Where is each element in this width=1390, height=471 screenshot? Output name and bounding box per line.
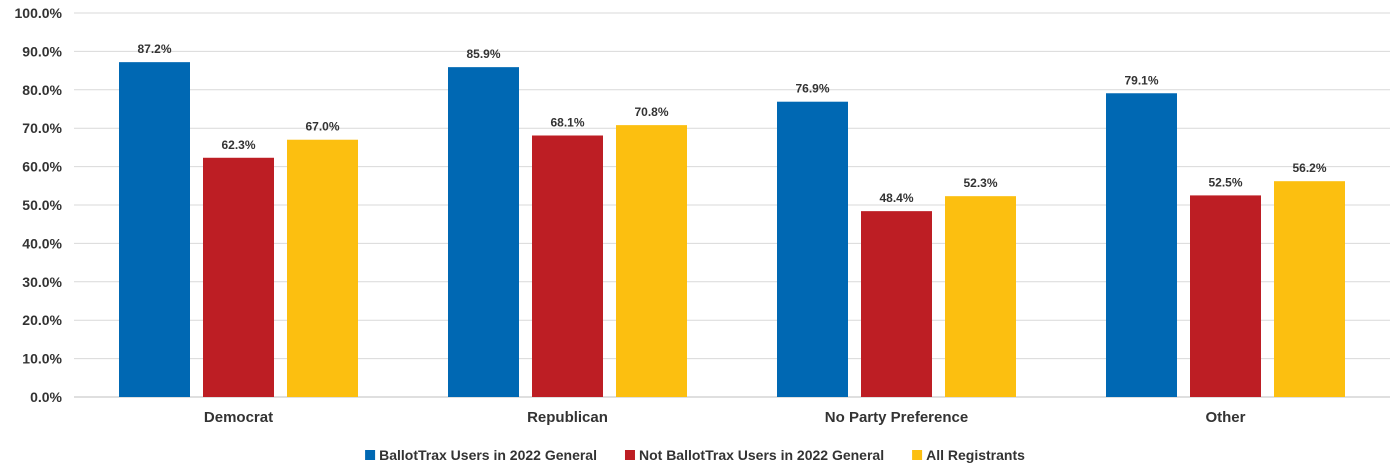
bar [1274, 181, 1345, 397]
legend-swatch [365, 450, 376, 460]
y-tick-label: 90.0% [22, 43, 62, 59]
data-label: 70.8% [634, 105, 668, 119]
legend-label: All Registrants [926, 447, 1025, 463]
y-tick-label: 70.0% [22, 120, 62, 136]
y-tick-label: 100.0% [15, 5, 63, 21]
y-tick-label: 30.0% [22, 274, 62, 290]
data-label: 48.4% [879, 191, 913, 205]
data-label: 62.3% [221, 138, 255, 152]
y-tick-label: 0.0% [30, 389, 62, 405]
data-label: 56.2% [1292, 161, 1326, 175]
data-label: 87.2% [137, 42, 171, 56]
x-category-label: Democrat [204, 409, 273, 426]
bar [1190, 195, 1261, 397]
y-tick-label: 10.0% [22, 351, 62, 367]
bar [777, 101, 848, 397]
y-tick-label: 40.0% [22, 235, 62, 251]
y-tick-label: 20.0% [22, 312, 62, 328]
bar [448, 67, 519, 398]
data-label: 52.3% [963, 176, 997, 190]
x-category-label: Other [1205, 409, 1245, 426]
y-tick-label: 50.0% [22, 197, 62, 213]
data-label: 52.5% [1208, 175, 1242, 189]
data-label: 79.1% [1124, 73, 1158, 87]
y-tick-label: 60.0% [22, 159, 62, 175]
bar [203, 157, 274, 397]
x-category-label: Republican [527, 409, 608, 426]
bar [1106, 93, 1177, 398]
data-label: 85.9% [466, 47, 500, 61]
bar [532, 135, 603, 397]
bar [119, 62, 190, 397]
legend-swatch [912, 450, 923, 460]
legend-label: Not BallotTrax Users in 2022 General [639, 447, 884, 463]
data-label: 67.0% [305, 120, 339, 134]
bar [861, 211, 932, 397]
legend-label: BallotTrax Users in 2022 General [379, 447, 597, 463]
data-label: 76.9% [795, 82, 829, 96]
y-tick-label: 80.0% [22, 82, 62, 98]
bar [616, 125, 687, 398]
bar [945, 196, 1016, 397]
legend-swatch [624, 450, 635, 460]
bar [287, 139, 358, 397]
data-label: 68.1% [550, 115, 584, 129]
x-category-label: No Party Preference [825, 409, 968, 426]
